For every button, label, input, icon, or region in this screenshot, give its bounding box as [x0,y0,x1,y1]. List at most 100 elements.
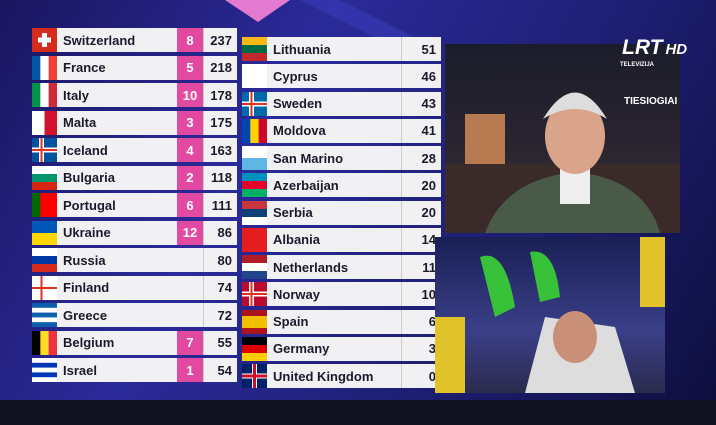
flag [242,37,267,61]
total-points: 3 [401,336,441,361]
country-name: Finland [57,275,177,300]
face [545,98,605,174]
total-points: 163 [203,138,237,162]
flag [32,220,57,245]
green-hair [480,255,515,317]
tv-bezel [0,400,716,425]
flag [242,309,267,334]
flag [32,83,57,107]
score-row: Iceland 4 163 [32,138,237,162]
total-points: 41 [401,118,441,143]
total-points: 14 [401,227,441,252]
flag [242,227,267,252]
logo-hd: HD [665,41,688,58]
tower [465,114,505,164]
total-points: 237 [203,28,237,52]
country-name: Serbia [267,200,401,225]
total-points: 218 [203,55,237,80]
points-awarded [177,275,203,300]
country-name: Azerbaijan [267,173,401,198]
flag [32,248,57,272]
score-row: Germany 3 [242,336,441,361]
total-points: 80 [203,248,237,272]
score-row: Russia 80 [32,248,237,272]
flag [32,55,57,80]
flag [242,336,267,361]
country-name: Russia [57,248,177,272]
points-awarded: 4 [177,138,203,162]
points-awarded [177,248,203,272]
score-row: Spain 6 [242,309,441,334]
score-row: Portugal 6 111 [32,193,237,217]
total-points: 54 [203,358,237,382]
flag [32,193,57,217]
flag [242,200,267,225]
flag [32,28,57,52]
country-name: United Kingdom [267,364,401,388]
flag [242,282,267,307]
flag [32,110,57,135]
score-row: San Marino 28 [242,146,441,170]
points-awarded: 12 [177,220,203,245]
total-points: 178 [203,83,237,107]
total-points: 46 [401,64,441,89]
points-awarded: 1 [177,358,203,382]
country-name: Belgium [57,330,177,355]
presenter-image [445,92,680,233]
total-points: 10 [401,282,441,307]
score-row: United Kingdom 0 [242,364,441,388]
flag [32,165,57,190]
score-row: Norway 10 [242,282,441,307]
green-hair [530,251,560,302]
total-points: 11 [401,255,441,279]
points-awarded: 7 [177,330,203,355]
flag [242,146,267,170]
flag [32,358,57,382]
country-name: Norway [267,282,401,307]
country-name: Netherlands [267,255,401,279]
score-row: Finland 74 [32,275,237,300]
video-presenter [445,44,680,233]
score-row: Netherlands 11 [242,255,441,279]
total-points: 55 [203,330,237,355]
country-name: Germany [267,336,401,361]
country-name: Malta [57,110,177,135]
flag [32,303,57,327]
flag-cloth [640,237,665,307]
flag [32,330,57,355]
country-name: Albania [267,227,401,252]
total-points: 72 [203,303,237,327]
country-name: Lithuania [267,37,401,61]
video-performers [435,237,665,393]
country-name: Switzerland [57,28,177,52]
live-label: TIESIOGIAI [624,96,678,107]
score-row: Cyprus 46 [242,64,441,89]
score-row: Serbia 20 [242,200,441,225]
shirt [560,169,590,204]
flag [242,118,267,143]
flag [242,91,267,116]
total-points: 6 [401,309,441,334]
total-points: 20 [401,200,441,225]
score-row: Ukraine 12 86 [32,220,237,245]
score-row: Albania 14 [242,227,441,252]
score-row: Malta 3 175 [32,110,237,135]
total-points: 118 [203,165,237,190]
total-points: 0 [401,364,441,388]
stage-ray [300,0,420,40]
flag [242,173,267,198]
score-row: France 5 218 [32,55,237,80]
total-points: 20 [401,173,441,198]
flag [242,255,267,279]
country-name: Bulgaria [57,165,177,190]
country-name: France [57,55,177,80]
flag-cloth [435,317,465,393]
score-row: Lithuania 51 [242,37,441,61]
total-points: 74 [203,275,237,300]
logo-text: LRT [622,36,663,59]
country-name: Greece [57,303,177,327]
score-row: Azerbaijan 20 [242,173,441,198]
flag [32,138,57,162]
